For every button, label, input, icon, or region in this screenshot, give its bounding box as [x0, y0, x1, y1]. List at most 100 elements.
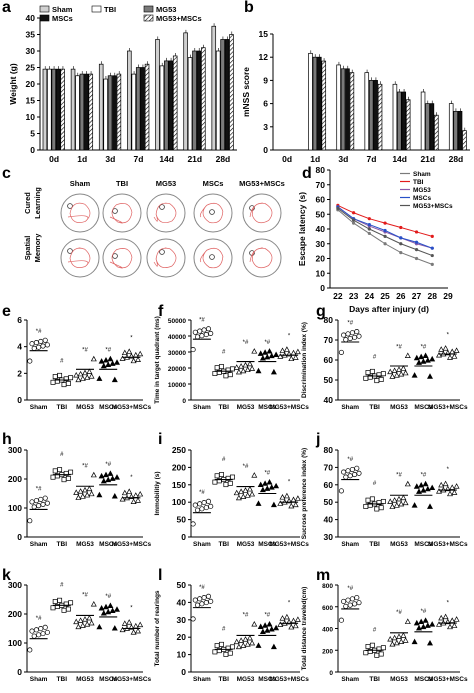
data-point-g — [411, 372, 418, 378]
data-point-e — [57, 372, 63, 378]
panel-label-i: i — [158, 431, 162, 448]
significance-mark-j: * — [447, 467, 450, 473]
data-point-e — [77, 370, 84, 377]
x-tick-label-d: 26 — [396, 291, 406, 301]
data-point-j — [352, 472, 358, 478]
bar-a-MSCs — [55, 68, 61, 151]
y-tick-label-a: 0 — [30, 145, 35, 155]
bar-a-TBI — [75, 75, 80, 151]
data-point-h — [90, 471, 97, 478]
x-tick-label-a: 21d — [187, 154, 202, 164]
data-point-f — [230, 366, 235, 372]
data-point-j — [453, 483, 460, 489]
y-tick-label-k: 200 — [8, 609, 22, 619]
column-header-c: Sham — [70, 179, 91, 188]
data-point-l — [235, 643, 242, 650]
data-point-e — [121, 349, 128, 356]
data-point-k — [40, 631, 46, 637]
data-point-f — [262, 349, 269, 355]
data-point-l — [199, 601, 205, 607]
significance-mark-g: * — [447, 332, 450, 338]
data-point-m — [447, 623, 453, 630]
data-point-h — [121, 489, 128, 496]
panel-label-b: b — [244, 0, 254, 16]
data-point-TBI — [430, 234, 434, 238]
data-point-j — [349, 466, 355, 473]
y-tick-label-j: 50 — [324, 497, 334, 507]
x-tick-label-i: MG53 — [237, 541, 255, 548]
bar-a-MG53 — [220, 39, 225, 151]
data-point-i — [227, 480, 233, 486]
data-point-l — [205, 593, 212, 599]
data-point-l — [201, 595, 207, 601]
data-point-m — [349, 596, 355, 602]
data-point-e — [96, 375, 103, 381]
data-point-i — [268, 484, 275, 490]
significance-mark-l: *# — [264, 613, 270, 619]
bar-a-MG53 — [107, 75, 113, 151]
data-point-Sham — [399, 251, 403, 255]
y-tick-label-a: 30 — [26, 46, 36, 56]
data-point-j — [363, 504, 369, 509]
data-point-MG53+MSCs — [367, 227, 371, 231]
data-point-f — [238, 363, 245, 369]
data-point-f — [283, 346, 290, 352]
data-point-f — [201, 327, 207, 333]
data-point-TBI — [367, 217, 371, 221]
data-point-e — [100, 362, 107, 369]
bar-a-Sham — [183, 32, 188, 151]
significance-mark-k: *# — [36, 616, 42, 622]
legend-swatch-a — [39, 14, 50, 22]
data-point-m — [378, 651, 384, 657]
data-point-l — [251, 621, 258, 627]
x-tick-label-b: 21d — [420, 154, 435, 164]
data-point-h — [38, 496, 44, 502]
data-point-i — [238, 488, 245, 494]
panel-label-j: j — [315, 431, 320, 448]
data-point-i — [257, 481, 264, 488]
x-tick-label-h: Sham — [30, 541, 48, 548]
y-tick-label-k: 0 — [17, 667, 22, 677]
column-header-c: MG53+MSCs — [239, 179, 285, 188]
x-tick-label-a: 3d — [105, 154, 115, 164]
data-point-m — [391, 634, 398, 641]
pool-circle — [146, 193, 186, 233]
data-point-f — [208, 330, 214, 336]
data-point-m — [352, 601, 358, 607]
y-tick-label-a: 15 — [26, 96, 36, 106]
y-tick-label-i: 50 — [177, 515, 187, 525]
data-point-l — [214, 643, 220, 649]
data-point-f — [251, 348, 258, 354]
x-tick-label-e: MG53+MSCs — [112, 404, 152, 411]
x-tick-label-f: TBI — [218, 404, 229, 411]
data-point-g — [387, 368, 394, 375]
data-point-l — [290, 617, 297, 624]
data-point-e — [107, 355, 114, 362]
significance-mark-k: *# — [105, 594, 111, 600]
x-tick-label-j: MSCs — [414, 541, 432, 548]
data-point-i — [240, 493, 247, 499]
y-axis-title-a: Weight (g) — [8, 63, 18, 105]
x-tick-label-j: Sham — [341, 541, 359, 548]
data-point-MSCs — [430, 246, 434, 250]
data-point-j — [436, 488, 442, 494]
data-point-k — [61, 607, 67, 613]
data-point-j — [429, 484, 436, 491]
x-tick-label-i: TBI — [218, 541, 229, 548]
significance-mark-e: *# — [36, 329, 42, 335]
bar-b-TBI — [308, 52, 313, 151]
x-tick-label-k: TBI — [57, 676, 68, 683]
data-point-k — [137, 621, 144, 628]
pool-circle — [242, 193, 282, 233]
data-point-g — [413, 354, 420, 361]
panel-label-c: c — [2, 165, 11, 182]
y-tick-label-a: 25 — [26, 63, 36, 73]
y-tick-label-d: 50 — [316, 209, 326, 219]
y-tick-label-d: 0 — [320, 283, 325, 293]
swim-path — [199, 202, 224, 224]
data-point-Sham — [367, 231, 371, 236]
x-tick-label-m: TBI — [369, 676, 380, 683]
data-point-k — [50, 605, 56, 611]
significance-mark-j: *# — [396, 472, 402, 478]
data-point-f — [190, 347, 196, 353]
